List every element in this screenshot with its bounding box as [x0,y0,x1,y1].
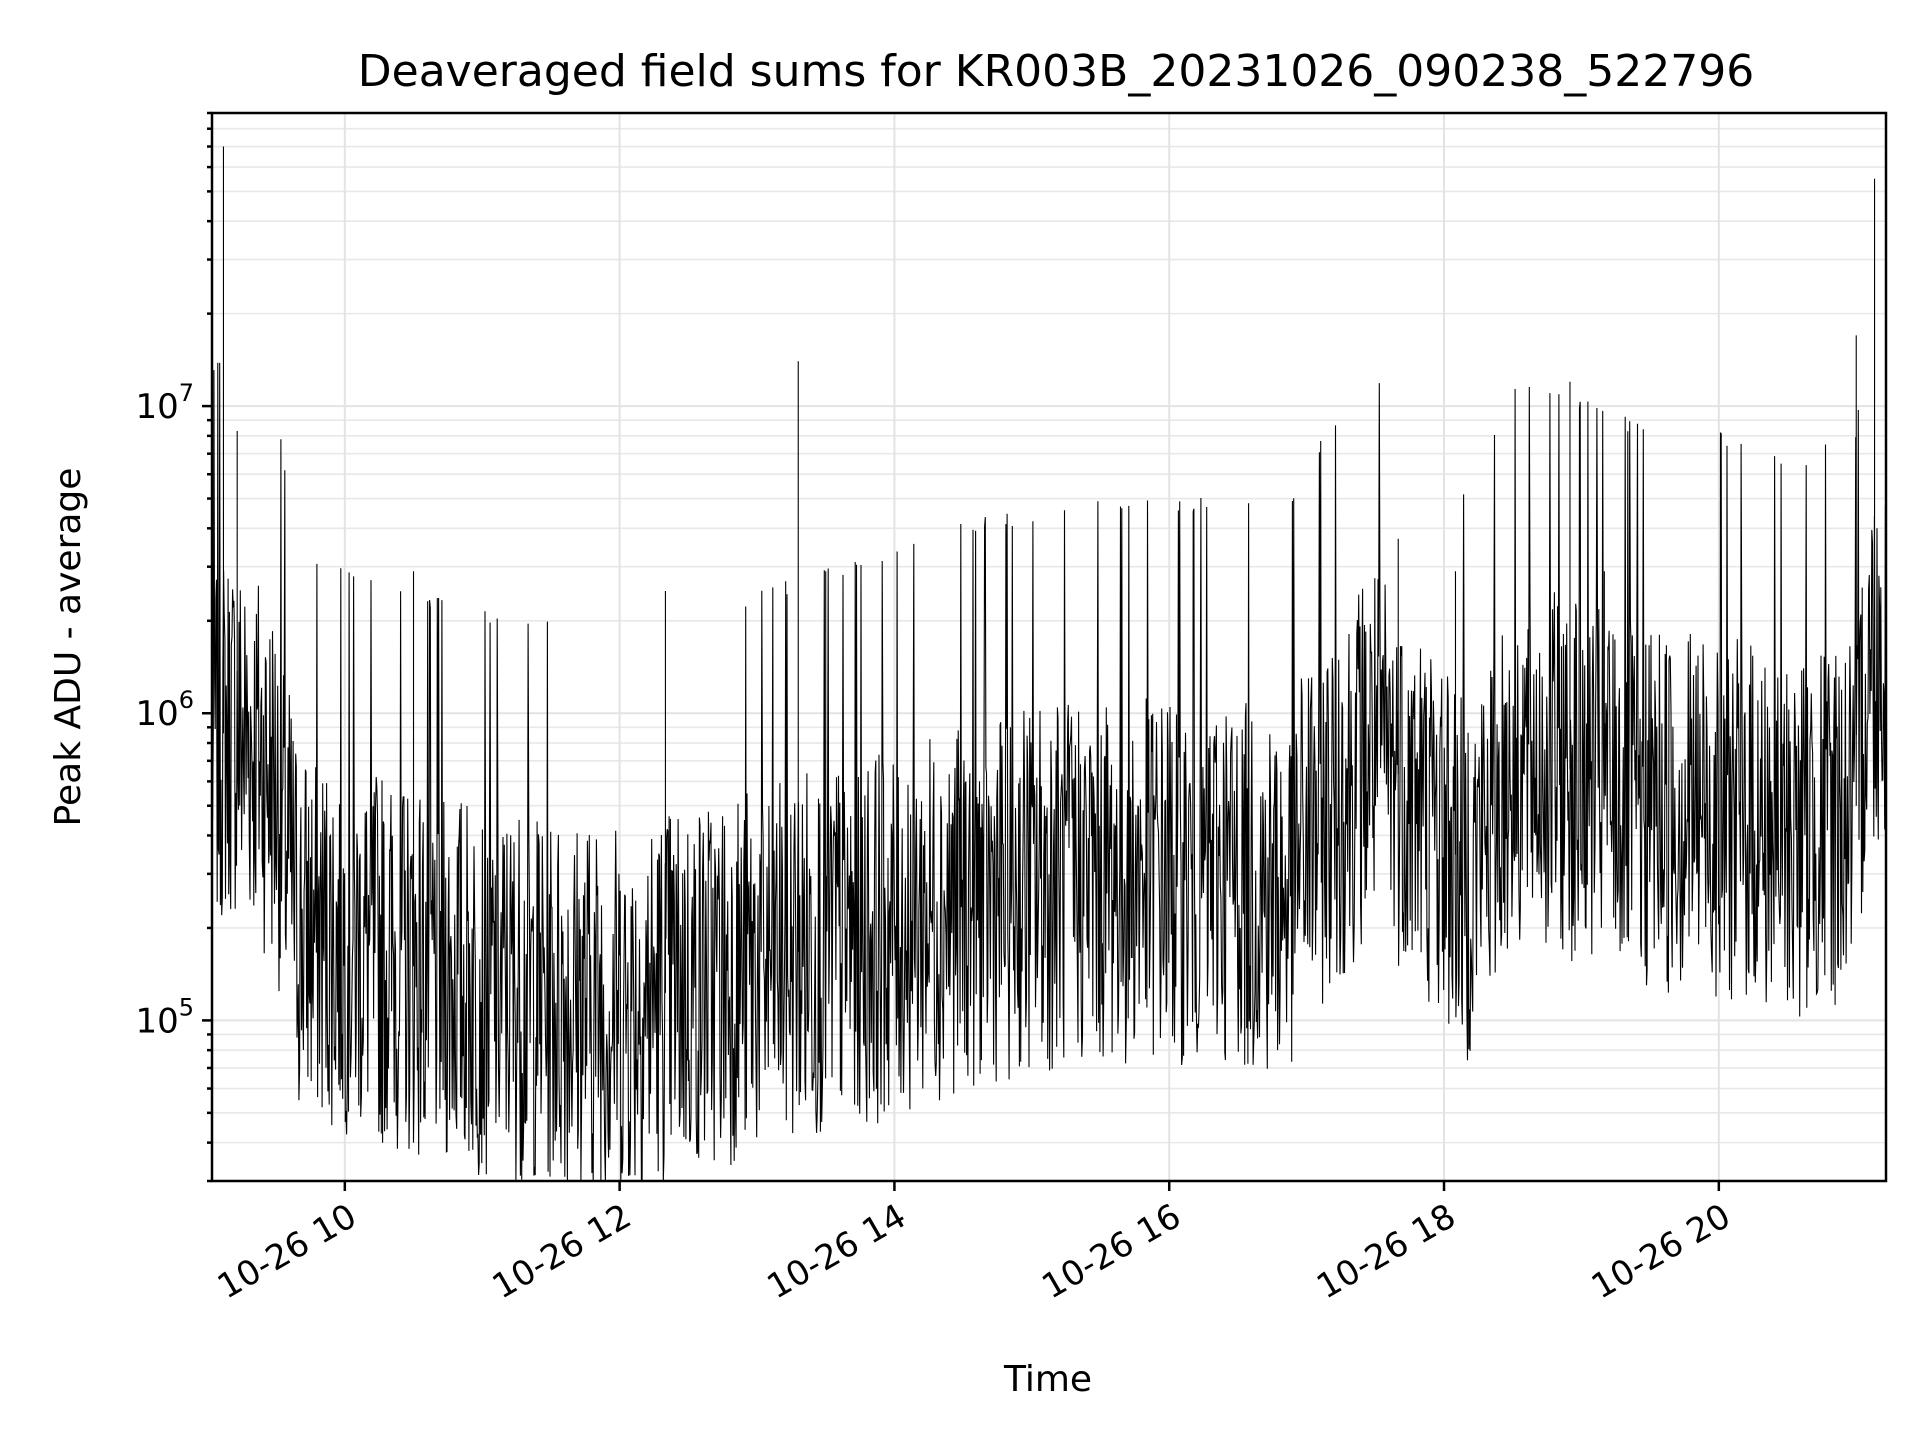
plot-area [212,146,1886,1181]
y-axis-label: Peak ADU - average [48,468,89,827]
y-tick-label: 106 [135,686,194,734]
chart-title: Deaveraged field sums for KR003B_2023102… [358,46,1754,97]
series-line [212,362,1886,1181]
x-axis-label: Time [1003,1359,1092,1400]
axes-frame [210,111,1888,1183]
